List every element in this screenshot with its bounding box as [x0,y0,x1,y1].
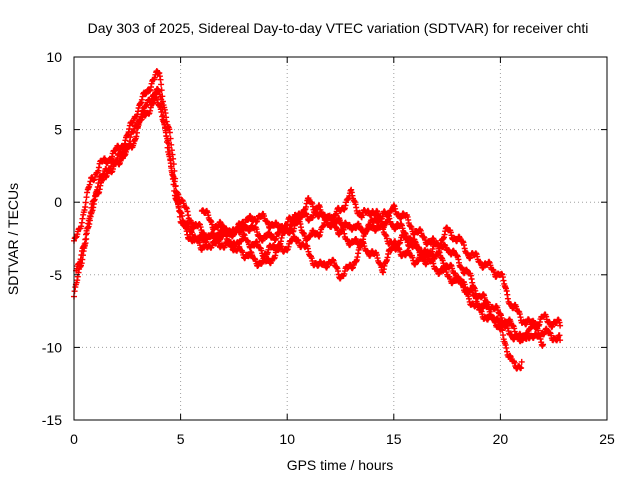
x-tick-label: 25 [599,431,615,447]
plus-markers [73,94,525,372]
data-markers [71,68,564,372]
chart-title: Day 303 of 2025, Sidereal Day-to-day VTE… [88,20,589,36]
series-track-3 [73,94,525,372]
grid-lines [74,57,607,420]
y-tick-label: 10 [46,49,62,65]
x-tick-label: 15 [386,431,402,447]
y-tick-label: 0 [54,194,62,210]
x-tick-label: 0 [70,431,78,447]
axis-ticks: 0 5 10 15 20 25 -15 -10 -5 0 5 10 [42,49,615,447]
y-axis-label: SDTVAR / TECUs [5,183,21,295]
y-tick-label: -10 [42,339,62,355]
y-tick-label: 5 [54,122,62,138]
series-track-4 [198,202,547,349]
x-tick-label: 5 [177,431,185,447]
x-tick-label: 20 [493,431,509,447]
plus-markers [198,202,547,349]
x-axis-label: GPS time / hours [287,457,394,473]
y-tick-label: -5 [50,267,63,283]
plot-frame [73,56,608,421]
y-tick-label: -15 [42,412,62,428]
x-tick-label: 10 [279,431,295,447]
